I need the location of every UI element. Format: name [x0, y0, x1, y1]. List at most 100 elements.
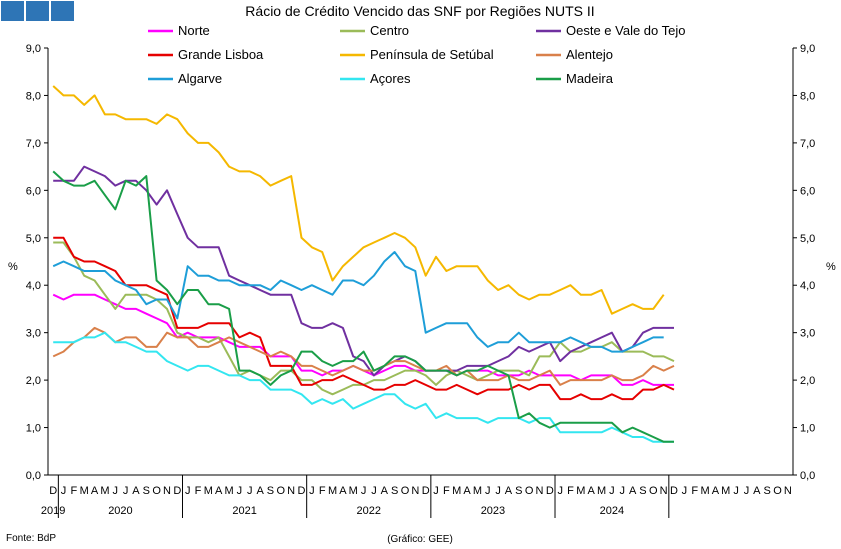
y-tick-label-right: 5,0 [800, 233, 815, 245]
x-tick-label: A [256, 485, 264, 497]
y-tick-label-right: 8,0 [800, 90, 815, 102]
x-tick-label: D [422, 485, 430, 497]
x-tick-label: A [215, 485, 223, 497]
x-tick-label: J [682, 485, 688, 497]
x-tick-label: F [195, 485, 202, 497]
x-tick-label: N [287, 485, 295, 497]
y-axis-label-right: % [826, 261, 836, 273]
y-tick-label-right: 3,0 [800, 328, 815, 340]
x-tick-label: N [536, 485, 544, 497]
credit-note: (Gráfico: GEE) [387, 534, 453, 545]
year-label: 2024 [600, 505, 624, 517]
y-tick-label-left: 1,0 [26, 423, 41, 435]
x-tick-label: A [132, 485, 140, 497]
x-tick-label: M [576, 485, 585, 497]
x-tick-label: J [113, 485, 119, 497]
source-note: Fonte: BdP [6, 533, 56, 544]
legend-item-label: Centro [370, 23, 409, 38]
x-tick-label: D [49, 485, 57, 497]
y-tick-label-right: 1,0 [800, 423, 815, 435]
x-tick-label: S [763, 485, 770, 497]
x-tick-label: F [567, 485, 574, 497]
legend-item-label: Grande Lisboa [178, 47, 264, 62]
x-tick-label: A [463, 485, 471, 497]
x-tick-label: J [371, 485, 377, 497]
x-tick-label: M [452, 485, 461, 497]
series-line [53, 236, 675, 401]
y-tick-label-left: 2,0 [26, 375, 41, 387]
x-tick-label: J [247, 485, 253, 497]
x-tick-label: J [361, 485, 367, 497]
year-label: 2022 [357, 505, 381, 517]
x-tick-label: D [298, 485, 306, 497]
legend-item-label: Madeira [566, 71, 614, 86]
x-tick-label: O [649, 485, 658, 497]
series-line [53, 331, 674, 443]
x-tick-label: S [515, 485, 522, 497]
y-tick-label-left: 8,0 [26, 90, 41, 102]
series-line [52, 251, 664, 353]
legend-item-label: Alentejo [566, 47, 613, 62]
y-tick-label-right: 0,0 [800, 470, 815, 482]
legend-item-label: Norte [178, 23, 210, 38]
x-tick-label: J [620, 485, 626, 497]
x-tick-label: S [267, 485, 274, 497]
x-tick-label: D [546, 485, 554, 497]
y-tick-label-right: 4,0 [800, 280, 815, 292]
x-tick-label: A [505, 485, 513, 497]
x-tick-label: O [525, 485, 534, 497]
x-tick-label: J [309, 485, 315, 497]
chart-title: Rácio de Crédito Vencido das SNF por Reg… [245, 3, 594, 19]
x-tick-label: M [597, 485, 606, 497]
x-tick-label: J [433, 485, 439, 497]
x-tick-label: S [639, 485, 646, 497]
series-lines [52, 85, 675, 443]
year-label: 2020 [108, 505, 132, 517]
y-tick-label-left: 7,0 [26, 138, 41, 150]
x-tick-label: J [123, 485, 129, 497]
x-tick-label: S [391, 485, 398, 497]
y-tick-label-left: 5,0 [26, 233, 41, 245]
x-tick-label: M [204, 485, 213, 497]
legend-item-label: Oeste e Vale do Tejo [566, 23, 686, 38]
x-tick-label: J [495, 485, 501, 497]
x-tick-label: F [443, 485, 450, 497]
x-tick-label: M [328, 485, 337, 497]
x-tick-label: A [753, 485, 761, 497]
y-tick-label-right: 6,0 [800, 185, 815, 197]
logo-square [26, 1, 49, 21]
year-label: 2023 [481, 505, 505, 517]
x-tick-label: D [670, 485, 678, 497]
x-tick-label: S [143, 485, 150, 497]
series-line [52, 170, 674, 443]
x-tick-label: J [733, 485, 739, 497]
series-line [53, 165, 674, 377]
x-tick-label: J [185, 485, 191, 497]
x-tick-label: O [773, 485, 782, 497]
x-tick-label: M [100, 485, 109, 497]
y-tick-label-right: 2,0 [800, 375, 815, 387]
y-tick-label-right: 9,0 [800, 43, 815, 55]
x-tick-label: N [660, 485, 668, 497]
x-tick-label: M [700, 485, 709, 497]
x-tick-label: N [784, 485, 792, 497]
x-tick-label: F [319, 485, 326, 497]
x-tick-label: F [691, 485, 698, 497]
x-tick-label: A [712, 485, 720, 497]
y-axis-label-left: % [8, 261, 18, 273]
x-tick-label: J [609, 485, 615, 497]
y-tick-label-right: 7,0 [800, 138, 815, 150]
x-tick-label: N [411, 485, 419, 497]
x-tick-label: N [163, 485, 171, 497]
x-tick-label: M [224, 485, 233, 497]
y-tick-label-left: 3,0 [26, 328, 41, 340]
x-tick-label: F [71, 485, 78, 497]
y-tick-label-left: 9,0 [26, 43, 41, 55]
x-tick-label: J [557, 485, 563, 497]
x-tick-label: D [173, 485, 181, 497]
legend-item-label: Açores [370, 71, 411, 86]
series-line [52, 326, 675, 386]
logo [1, 1, 74, 21]
